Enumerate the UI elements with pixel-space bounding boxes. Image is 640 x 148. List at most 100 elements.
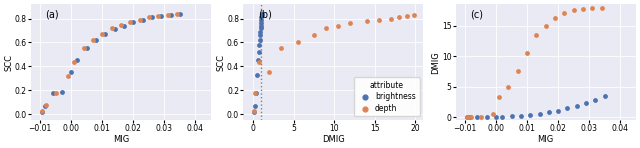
Point — [534, 113, 545, 115]
Point — [144, 16, 154, 18]
Point — [257, 13, 268, 15]
Point — [386, 17, 396, 20]
Point — [494, 96, 504, 98]
Point — [88, 39, 98, 41]
Point — [100, 33, 111, 35]
Point — [345, 22, 355, 25]
Point — [482, 116, 492, 118]
Point — [79, 47, 89, 50]
Point — [550, 17, 560, 19]
Point — [253, 51, 264, 53]
Point — [578, 8, 588, 10]
Y-axis label: DMIG: DMIG — [431, 51, 440, 74]
Point — [138, 18, 148, 21]
Point — [250, 92, 260, 94]
Text: (b): (b) — [258, 10, 271, 20]
Point — [163, 14, 173, 16]
Point — [461, 116, 472, 118]
Point — [516, 115, 526, 117]
Point — [175, 13, 185, 15]
Point — [66, 71, 76, 74]
Point — [362, 20, 372, 22]
Point — [553, 109, 563, 112]
Point — [596, 7, 607, 9]
Point — [525, 114, 535, 117]
Point — [255, 34, 265, 36]
Point — [588, 7, 598, 9]
Point — [252, 74, 262, 76]
Point — [581, 102, 591, 104]
Point — [128, 21, 138, 23]
Point — [82, 47, 92, 50]
Point — [321, 27, 331, 29]
X-axis label: MIG: MIG — [113, 135, 129, 144]
Point — [276, 47, 287, 50]
Point — [374, 18, 384, 21]
Point — [249, 110, 259, 112]
Point — [166, 14, 176, 16]
Point — [476, 116, 486, 118]
Point — [491, 115, 501, 118]
Point — [254, 60, 264, 63]
Point — [503, 86, 513, 88]
Point — [72, 59, 83, 62]
Point — [255, 39, 265, 41]
Point — [522, 52, 532, 54]
X-axis label: DMIG: DMIG — [322, 135, 345, 144]
Point — [109, 28, 120, 30]
Point — [257, 14, 267, 16]
Text: (c): (c) — [470, 10, 483, 20]
Point — [465, 116, 475, 118]
Point — [292, 41, 303, 44]
Point — [506, 115, 516, 118]
Point — [172, 13, 182, 15]
Point — [116, 23, 126, 26]
Point — [461, 116, 472, 118]
Point — [125, 21, 136, 23]
Point — [256, 18, 266, 21]
Text: (a): (a) — [45, 10, 59, 20]
Point — [513, 70, 523, 73]
Point — [541, 24, 551, 27]
Point — [156, 15, 166, 17]
Point — [63, 75, 73, 77]
Point — [51, 92, 61, 94]
Point — [250, 105, 260, 107]
Point — [394, 16, 404, 18]
Point — [256, 22, 266, 25]
Point — [333, 25, 343, 27]
Point — [36, 110, 47, 112]
Y-axis label: SCC: SCC — [216, 54, 225, 71]
Point — [97, 33, 108, 35]
Point — [255, 27, 266, 29]
Point — [40, 104, 51, 106]
Point — [408, 14, 419, 16]
Point — [531, 34, 541, 36]
Point — [264, 71, 275, 74]
Point — [153, 15, 163, 17]
Point — [253, 59, 264, 62]
Point — [147, 16, 157, 18]
Point — [559, 12, 570, 15]
Point — [255, 30, 266, 33]
Y-axis label: SCC: SCC — [4, 54, 13, 71]
Point — [69, 60, 79, 63]
Point — [465, 116, 476, 118]
X-axis label: MIG: MIG — [538, 135, 554, 144]
Point — [544, 111, 554, 114]
Point — [255, 25, 266, 27]
Point — [57, 90, 67, 93]
Point — [572, 104, 582, 107]
Point — [119, 25, 129, 27]
Point — [600, 95, 610, 98]
Point — [249, 111, 259, 113]
Point — [308, 34, 319, 36]
Point — [40, 105, 50, 107]
Point — [251, 92, 261, 94]
Point — [106, 27, 116, 29]
Point — [563, 107, 573, 109]
Point — [91, 39, 101, 41]
Point — [590, 99, 600, 101]
Legend: brightness, depth: brightness, depth — [354, 77, 420, 116]
Point — [47, 92, 58, 94]
